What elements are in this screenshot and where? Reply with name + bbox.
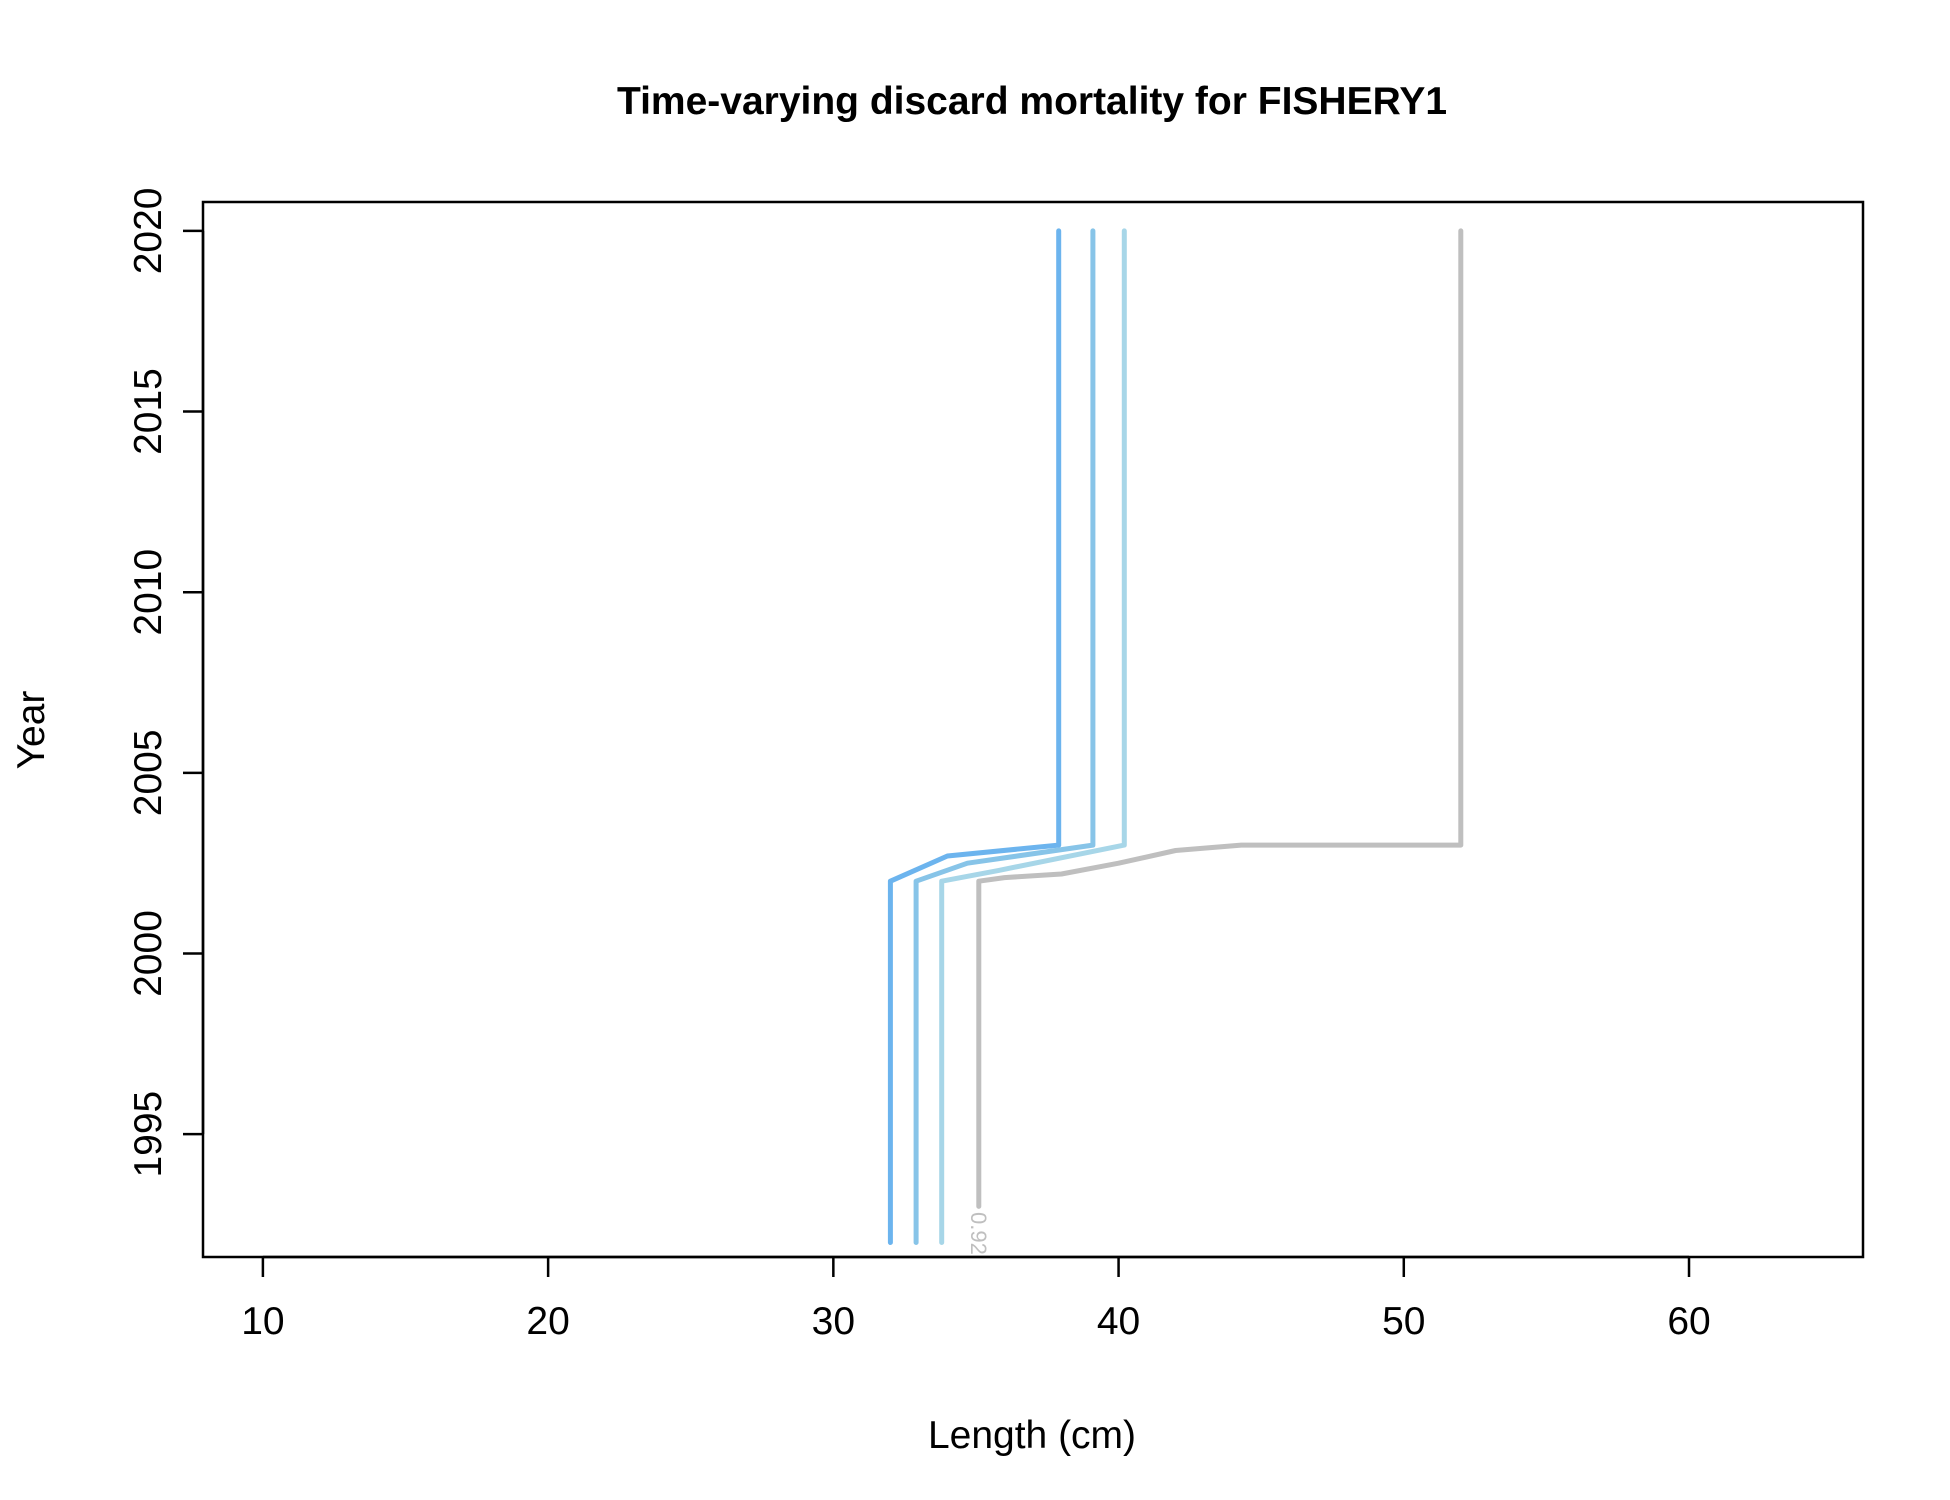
y-tick-label: 2000 (127, 910, 170, 997)
series-line-4 (976, 228, 1464, 1209)
x-tick-label: 50 (1382, 1300, 1425, 1343)
x-tick-label: 40 (1097, 1300, 1140, 1343)
x-axis: 10 20 30 40 50 60 (241, 1255, 1711, 1343)
series-layer (887, 228, 1464, 1245)
y-tick-label: 2020 (127, 188, 170, 275)
y-tick-label: 2015 (127, 368, 170, 455)
series-line-2 (913, 228, 1096, 1245)
series-line-3 (939, 228, 1127, 1245)
y-tick-label: 2010 (127, 549, 170, 636)
contour-label: 0.92 (966, 1212, 991, 1255)
x-axis-label: Length (cm) (928, 1414, 1136, 1457)
series-line-1 (887, 228, 1062, 1245)
x-tick-label: 30 (812, 1300, 855, 1343)
y-axis: 1995 2000 2005 2010 2015 2020 (127, 188, 205, 1178)
x-tick-label: 20 (526, 1300, 569, 1343)
x-tick-label: 60 (1667, 1300, 1710, 1343)
x-tick-label: 10 (241, 1300, 284, 1343)
y-tick-label: 2005 (127, 729, 170, 816)
annotation-layer: 0.92 (966, 1212, 991, 1255)
y-tick-label: 1995 (127, 1091, 170, 1178)
y-axis-label: Year (10, 691, 53, 770)
chart-title: Time-varying discard mortality for FISHE… (617, 80, 1447, 123)
